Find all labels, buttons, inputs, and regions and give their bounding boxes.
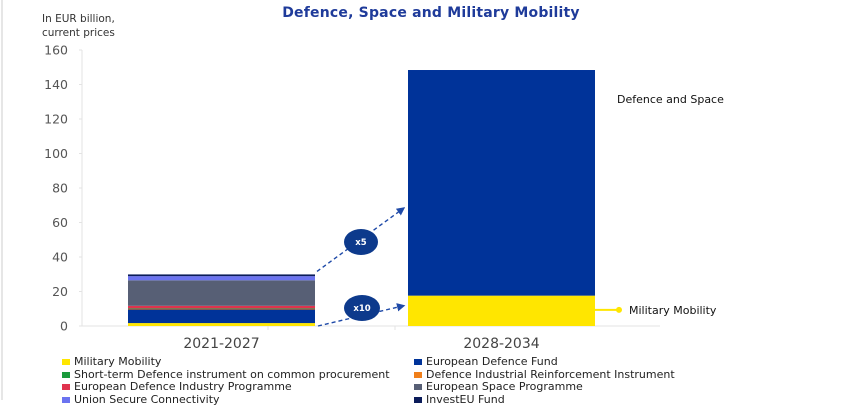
legend-label: Short-term Defence instrument on common … [74, 367, 390, 381]
defence-space-label: Defence and Space [617, 93, 724, 106]
bar-segment-defence-industrial-reinforcement-instrument [128, 308, 315, 310]
y-axis: 0 20 40 60 80 100 120 140 160 [44, 43, 660, 334]
x5-badge-label: x5 [355, 238, 366, 248]
frame-edge [1, 0, 3, 400]
bar-segment-european-defence-industry-programme [128, 305, 315, 309]
legend-item: Short-term Defence instrument on common … [62, 367, 414, 382]
legend-swatch-icon [62, 396, 70, 403]
bars [128, 70, 595, 326]
y-tick-label: 120 [44, 112, 68, 127]
bar-segment-investeu-fund [128, 274, 315, 277]
legend-swatch-icon [414, 384, 422, 391]
annotations: x5 x10 Defence and Space Military Mobility [316, 93, 724, 327]
legend-swatch-icon [62, 384, 70, 391]
y-tick-label: 100 [44, 146, 68, 161]
y-tick-label: 160 [44, 43, 68, 58]
legend-item: InvestEU Fund [414, 392, 754, 406]
military-mobility-leader-dot [616, 306, 622, 313]
legend-swatch-icon [414, 359, 422, 366]
x10-badge-label: x10 [353, 304, 370, 314]
chart-title: Defence, Space and Military Mobility [282, 5, 580, 21]
legend-label: European Defence Fund [426, 355, 558, 368]
y-tick-label: 20 [52, 284, 68, 299]
legend-swatch-icon [62, 359, 70, 366]
bar-stack-2021-2027 [128, 274, 315, 326]
bar-segment-european-space-programme [128, 280, 315, 306]
bar-segment-european-defence-fund [128, 309, 315, 324]
unit-line-2: current prices [42, 27, 115, 39]
unit-line-1: In EUR billion, [42, 13, 115, 25]
legend-swatch-icon [414, 396, 422, 403]
legend: Military Mobility European Defence Fund Sh… [62, 355, 782, 406]
bar-segment-military-mobility [408, 295, 595, 326]
y-tick-label: 60 [52, 215, 68, 230]
bar-segment-short-term-defence-instrument-on-common-procurement [128, 308, 315, 310]
bar-segment-defence-and-space [408, 70, 595, 296]
legend-swatch-icon [414, 371, 422, 378]
x-axis: 2021-2027 2028-2034 [183, 336, 539, 352]
legend-item: European Defence Industry Programme [62, 380, 414, 394]
x-category-label: 2028-2034 [463, 336, 539, 352]
y-tick-label: 80 [52, 181, 68, 196]
legend-label: Union Secure Connectivity [74, 392, 220, 406]
x-category-label: 2021-2027 [183, 336, 259, 352]
x5-badge [344, 229, 378, 255]
legend-swatch-icon [62, 371, 70, 378]
legend-item: European Defence Fund [414, 355, 754, 369]
legend-label: European Space Programme [426, 380, 583, 393]
y-axis-unit-label: In EUR billion, current prices [42, 12, 115, 40]
legend-item: Defence Industrial Reinforcement Instrum… [414, 367, 754, 382]
military-mobility-label: Military Mobility [629, 304, 717, 317]
legend-item: Military Mobility [62, 355, 414, 369]
bar-stack-2028-2034 [408, 70, 595, 326]
legend-item: Union Secure Connectivity [62, 392, 414, 406]
legend-label: Defence Industrial Reinforcement Instrum… [426, 367, 675, 381]
bar-segment-union-secure-connectivity [128, 276, 315, 281]
legend-label: Military Mobility [74, 355, 162, 368]
y-tick-label: 40 [52, 250, 68, 265]
y-tick-label: 0 [60, 319, 68, 334]
legend-label: European Defence Industry Programme [74, 380, 292, 393]
growth-arrow-defence-space [316, 207, 406, 272]
bar-segment-military-mobility [128, 323, 315, 326]
legend-label: InvestEU Fund [426, 392, 505, 406]
y-tick-label: 140 [44, 77, 68, 92]
x10-badge [344, 295, 380, 321]
legend-item: European Space Programme [414, 380, 754, 394]
